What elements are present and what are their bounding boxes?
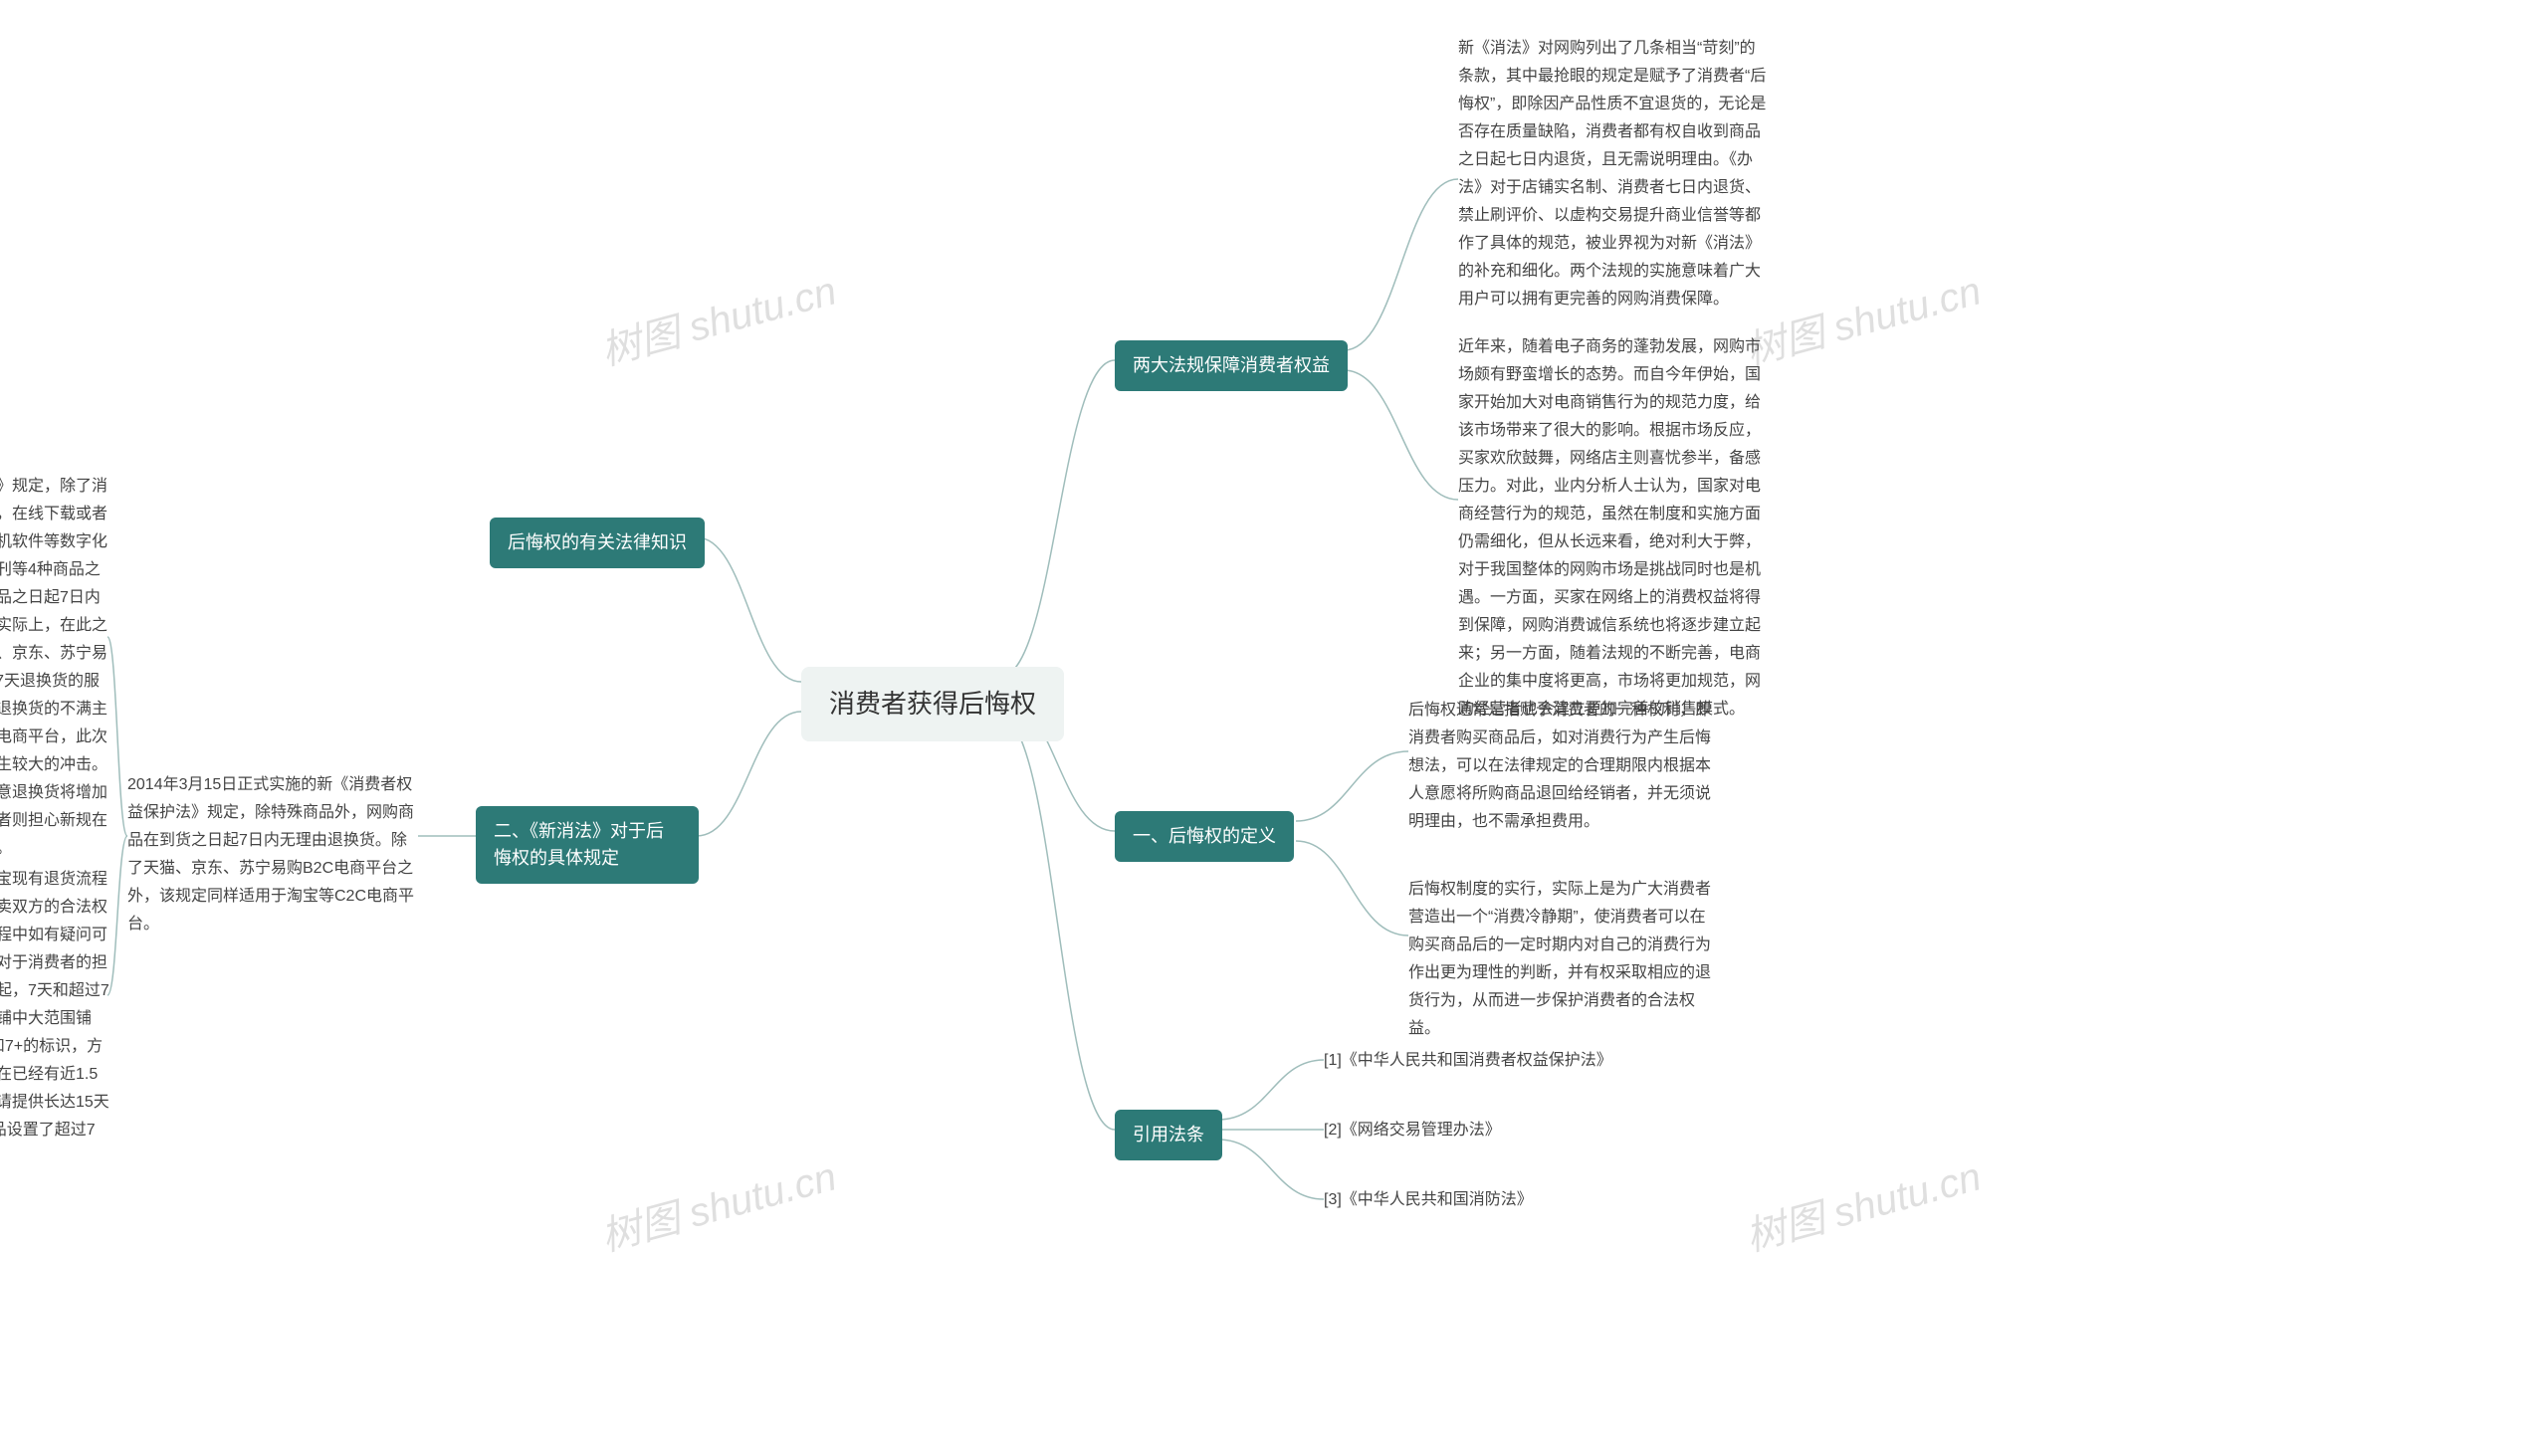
node-left-b1[interactable]: 后悔权的有关法律知识 — [490, 518, 705, 568]
leaf-left-b2-2: 新的《消费者权益保护法》规定，除了消费者定做的、鲜活易腐的，在线下载或者已拆封的… — [0, 473, 109, 863]
connectors — [0, 0, 2548, 1456]
leaf-left-b2-1: 2014年3月15日正式实施的新《消费者权益保护法》规定，除特殊商品外，网购商品… — [127, 771, 416, 938]
leaf-left-b2-3: 对此，淘宝官方回应，淘宝现有退货流程基本可以最大限度维护买卖双方的合法权益，卖家… — [0, 866, 109, 1172]
leaf-right-b3-3: [3]《中华人民共和国消防法》 — [1324, 1186, 1533, 1214]
node-right-b3[interactable]: 引用法条 — [1115, 1110, 1222, 1160]
watermark: 树图 shutu.cn — [1739, 259, 1987, 377]
watermark: 树图 shutu.cn — [594, 259, 842, 377]
leaf-right-b1-2: 近年来，随着电子商务的蓬勃发展，网购市场颇有野蛮增长的态势。而自今年伊始，国家开… — [1458, 333, 1767, 724]
leaf-right-b3-2: [2]《网络交易管理办法》 — [1324, 1117, 1501, 1144]
watermark: 树图 shutu.cn — [1739, 1144, 1987, 1263]
leaf-right-b2-1: 后悔权通常是指赋予消费者的一种权利，即消费者购买商品后，如对消费行为产生后悔想法… — [1408, 697, 1717, 836]
node-right-b1[interactable]: 两大法规保障消费者权益 — [1115, 340, 1348, 391]
root-node[interactable]: 消费者获得后悔权 — [801, 667, 1064, 741]
watermark: 树图 shutu.cn — [594, 1144, 842, 1263]
leaf-right-b3-1: [1]《中华人民共和国消费者权益保护法》 — [1324, 1047, 1612, 1075]
leaf-right-b1-1: 新《消法》对网购列出了几条相当“苛刻”的条款，其中最抢眼的规定是赋予了消费者“后… — [1458, 35, 1767, 313]
node-right-b2[interactable]: 一、后悔权的定义 — [1115, 811, 1294, 862]
node-left-b2[interactable]: 二、《新消法》对于后悔权的具体规定 — [476, 806, 699, 884]
leaf-right-b2-2: 后悔权制度的实行，实际上是为广大消费者营造出一个“消费冷静期”，使消费者可以在购… — [1408, 876, 1717, 1043]
